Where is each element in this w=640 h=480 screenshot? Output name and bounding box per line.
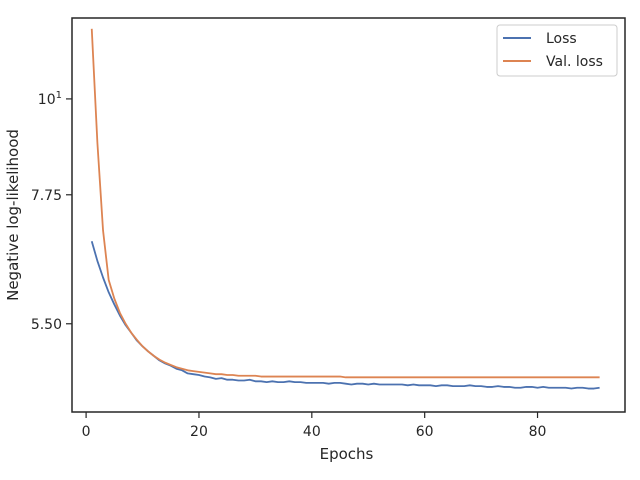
legend-label-val-loss: Val. loss bbox=[546, 54, 603, 70]
x-axis-label: Epochs bbox=[320, 445, 374, 463]
y-axis-label: Negative log-likelihood bbox=[4, 129, 22, 301]
y-tick-label: 5.50 bbox=[31, 317, 62, 333]
series-line-loss bbox=[90, 240, 600, 390]
series-lines bbox=[90, 28, 600, 390]
x-tick-label: 60 bbox=[416, 424, 434, 440]
x-tick-label: 0 bbox=[82, 424, 91, 440]
legend: Loss Val. loss bbox=[496, 24, 618, 77]
x-tick-label: 40 bbox=[303, 424, 321, 440]
y-tick-label: 101 bbox=[38, 90, 62, 108]
x-tick-label: 80 bbox=[529, 424, 547, 440]
x-tick-label: 20 bbox=[190, 424, 208, 440]
legend-label-loss: Loss bbox=[546, 31, 577, 47]
plot-frame bbox=[71, 17, 626, 413]
series-line-val-loss bbox=[90, 28, 600, 379]
y-axis-ticks: 5.50 7.75 101 bbox=[31, 90, 72, 333]
x-axis-ticks: 0 20 40 60 80 bbox=[82, 412, 547, 440]
y-tick-label: 7.75 bbox=[31, 188, 62, 204]
